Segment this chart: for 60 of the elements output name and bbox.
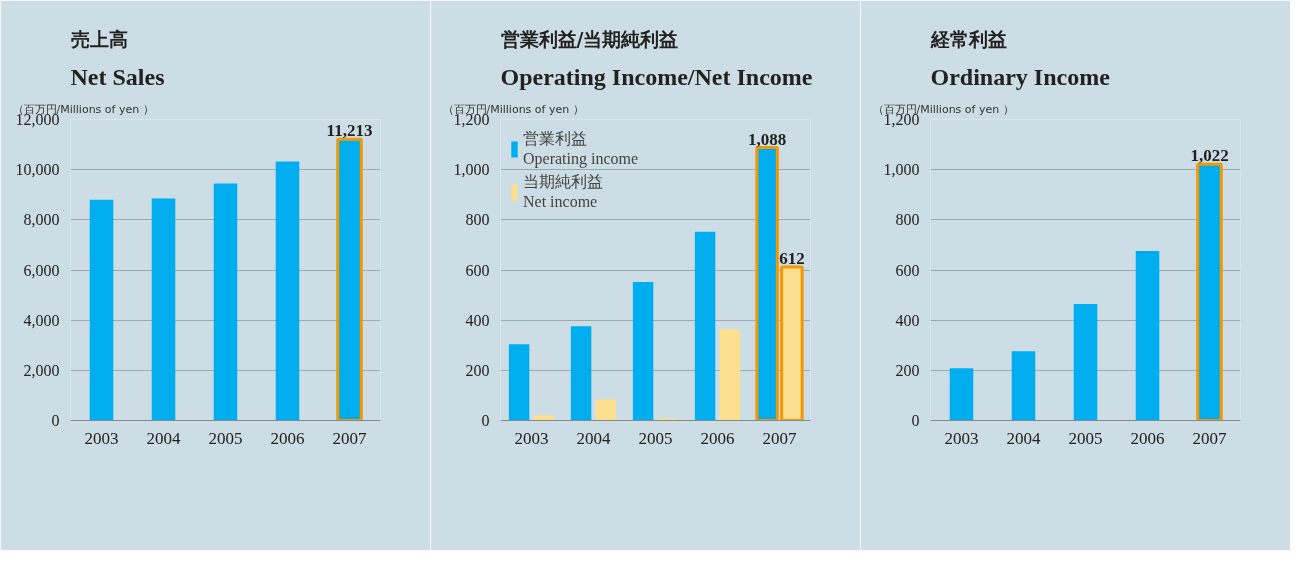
bar [570,326,592,421]
y-tick-label: 200 [895,361,920,379]
y-tick-label: 800 [895,211,920,229]
bar [595,399,617,421]
x-tick-label: 2004 [146,428,181,448]
bar [508,344,530,421]
bar [694,231,716,421]
x-tick-label: 2006 [270,428,305,448]
bar [1196,162,1223,421]
y-tick-label: 1,000 [883,161,920,179]
bar [1135,250,1160,421]
chart-title: 営業利益/当期純利益 [500,27,679,50]
x-tick-label: 2003 [84,428,119,448]
bar [632,282,654,421]
x-tick-label: 2005 [1068,428,1103,448]
y-tick-label: 200 [465,361,490,379]
x-tick-label: 2004 [1006,428,1041,448]
bar [949,368,974,421]
y-axis-title: （百万円/Millions of yen ） [442,102,584,116]
y-tick-label: 1,000 [453,161,490,179]
x-tick-label: 2005 [208,428,243,448]
chart-subtitle: Net Sales [70,63,165,90]
y-tick-label: 0 [481,412,490,429]
chart-title: 売上高 [70,27,128,50]
y-tick-label: 6,000 [23,261,60,279]
data-label: 1,022 [1190,146,1229,166]
y-tick-label: 800 [465,211,490,229]
y-tick-label: 400 [895,311,920,329]
y-axis-title: （百万円/Millions of yen ） [872,102,1014,116]
x-tick-label: 2007 [332,428,367,448]
x-tick-label: 2006 [1130,428,1165,448]
y-tick-label: 4,000 [23,311,60,329]
data-label: 1,088 [747,129,787,149]
chart-subtitle: Ordinary Income [930,63,1111,90]
y-tick-label: 0 [51,412,60,429]
y-tick-label: 400 [465,311,490,329]
x-tick-label: 2003 [514,428,549,448]
chart-title: 経常利益 [929,27,1007,50]
data-label: 11,213 [326,121,373,141]
data-label: 612 [779,248,805,268]
bar [719,329,741,421]
x-tick-label: 2003 [944,428,979,448]
bar [657,418,679,421]
bar [1011,351,1036,421]
chart-subtitle: Operating Income/Net Income [500,63,813,90]
y-tick-label: 10,000 [15,161,60,179]
legend-label: 営業利益 Operating income [523,129,639,168]
x-tick-label: 2006 [700,428,735,448]
y-tick-label: 8,000 [23,211,60,229]
y-tick-label: 600 [895,261,920,279]
x-tick-label: 2007 [1192,428,1227,448]
bar [1073,304,1098,421]
y-tick-label: 0 [911,412,920,429]
legend-label: 当期純利益 Net income [523,172,603,211]
x-tick-label: 2007 [762,428,797,448]
bar [533,415,555,421]
y-tick-label: 600 [465,261,490,279]
x-tick-label: 2005 [638,428,673,448]
x-tick-label: 2004 [576,428,611,448]
y-tick-label: 2,000 [23,361,60,379]
